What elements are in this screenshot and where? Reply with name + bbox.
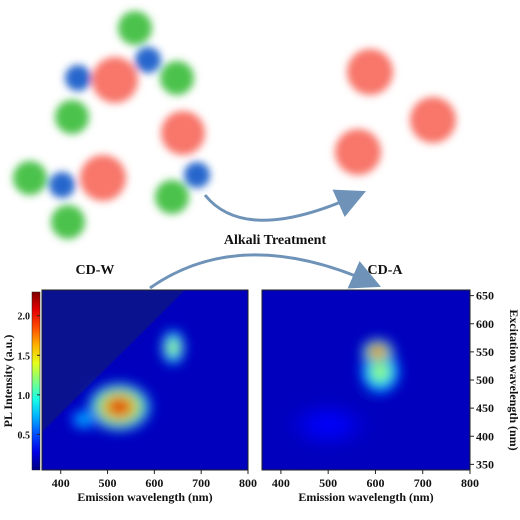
y-tick-label: 350 <box>476 457 494 471</box>
particles <box>13 11 456 239</box>
x-tick-label: 500 <box>319 476 337 490</box>
peak <box>266 391 390 459</box>
peaks <box>67 327 186 434</box>
peak <box>360 337 396 366</box>
colorbar-tick-label: 2.0 <box>18 312 31 323</box>
y-tick-label: 650 <box>476 289 494 303</box>
plot-frame <box>41 289 249 471</box>
x-tick-label: 700 <box>192 476 210 490</box>
x-tick-label: 500 <box>99 476 117 490</box>
peak <box>67 408 101 431</box>
no-data-region <box>42 290 185 432</box>
arrow <box>203 189 366 222</box>
x-tick-label: 600 <box>366 476 384 490</box>
peak <box>160 327 186 368</box>
x-tick-label: 400 <box>272 476 290 490</box>
y-tick-label: 400 <box>476 429 494 443</box>
colorbar-label: PL Intensity (a.u.) <box>1 335 15 428</box>
x-axis-label: Emission wavelength (nm) <box>77 490 212 504</box>
peaks <box>266 337 403 459</box>
colorbar <box>31 291 41 471</box>
x-tick-label: 800 <box>461 476 479 490</box>
chart-title: CD-A <box>368 263 404 278</box>
colorbar-tick-label: 1.5 <box>18 351 31 362</box>
x-tick-label: 800 <box>239 476 257 490</box>
x-tick-label: 400 <box>52 476 70 490</box>
heatmap <box>42 290 248 470</box>
y-axis-label: Excitation wavelength (nm) <box>507 309 520 450</box>
x-tick-label: 600 <box>145 476 163 490</box>
arrow <box>149 253 381 290</box>
colorbar-tick-label: 1.0 <box>18 391 31 402</box>
y-tick-label: 450 <box>476 401 494 415</box>
x-tick-label: 700 <box>414 476 432 490</box>
annotation: Alkali Treatment <box>224 233 327 248</box>
y-tick-label: 550 <box>476 345 494 359</box>
x-axis-label: Emission wavelength (nm) <box>298 490 433 504</box>
colorbar-tick-label: 0.5 <box>18 430 31 441</box>
heatmap <box>262 290 470 470</box>
chart-title: CD-W <box>76 263 115 278</box>
y-tick-label: 600 <box>476 317 494 331</box>
peak <box>84 380 155 434</box>
y-tick-label: 500 <box>476 373 494 387</box>
